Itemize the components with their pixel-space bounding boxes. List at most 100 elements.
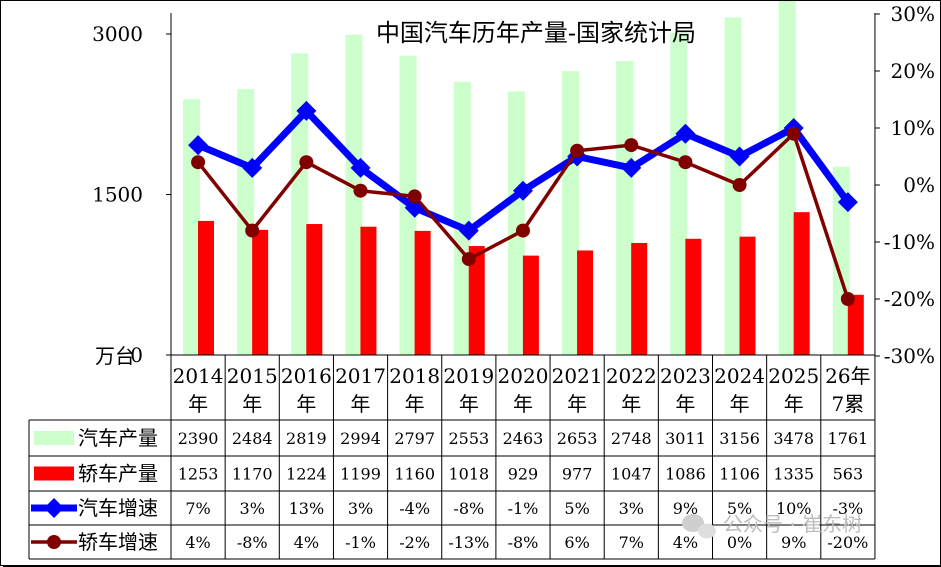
point-total-1 xyxy=(242,157,263,178)
bar-sedan-11 xyxy=(793,212,810,355)
legend-swatch-total-bar xyxy=(34,431,74,445)
bar-sedan-7 xyxy=(577,250,594,355)
x-tick-8-line1: 2022 xyxy=(606,364,657,388)
y-left-tick-1: 1500 xyxy=(92,183,143,207)
y-right-tick-4: -10% xyxy=(884,230,935,254)
table-cell-2-2: 13% xyxy=(289,499,325,518)
bar-sedan-9 xyxy=(685,238,702,355)
point-total-12 xyxy=(837,192,858,213)
bar-sedan-1 xyxy=(252,229,269,355)
x-tick-10-line1: 2024 xyxy=(714,364,765,388)
table-cell-3-9: 4% xyxy=(673,533,698,552)
point-total-6 xyxy=(512,180,533,201)
x-tick-7-line1: 2021 xyxy=(552,364,603,388)
table-cell-3-2: 4% xyxy=(294,533,319,552)
point-sedan-11 xyxy=(786,126,801,141)
point-total-2 xyxy=(296,100,317,121)
table-cell-1-7: 977 xyxy=(562,465,593,484)
table-cell-2-10: 5% xyxy=(727,499,752,518)
point-total-3 xyxy=(350,157,371,178)
point-total-10 xyxy=(729,146,750,167)
table-cell-2-0: 7% xyxy=(185,499,210,518)
bar-total-11 xyxy=(778,1,796,355)
table-cell-3-10: 0% xyxy=(727,533,752,552)
point-sedan-6 xyxy=(515,223,530,238)
legend-swatch-sedan-bar xyxy=(34,466,74,481)
table-cell-2-12: -3% xyxy=(832,499,863,518)
table-cell-1-2: 1224 xyxy=(286,465,327,484)
x-tick-2-line2: 年 xyxy=(296,392,316,416)
x-tick-1-line1: 2015 xyxy=(227,364,278,388)
table-cell-0-12: 1761 xyxy=(828,429,869,448)
bar-sedan-6 xyxy=(522,255,539,355)
table-cell-0-2: 2819 xyxy=(286,429,327,448)
point-sedan-3 xyxy=(353,183,368,198)
bar-total-5 xyxy=(453,81,471,355)
point-sedan-7 xyxy=(570,143,585,158)
table-cell-0-6: 2463 xyxy=(503,429,544,448)
wechat-icon xyxy=(682,514,716,539)
table-cell-0-9: 3011 xyxy=(665,429,706,448)
point-sedan-10 xyxy=(732,178,747,192)
chart-title: 中国汽车历年产量-国家统计局 xyxy=(376,19,696,47)
x-tick-11-line2: 年 xyxy=(784,392,804,416)
table-cell-2-3: 3% xyxy=(348,499,373,518)
point-total-0 xyxy=(188,135,209,156)
bar-sedan-5 xyxy=(468,246,485,355)
x-tick-4-line2: 年 xyxy=(405,392,425,416)
x-tick-9-line2: 年 xyxy=(675,392,695,416)
table-cell-2-4: -4% xyxy=(399,499,430,518)
legend-marker-total-line xyxy=(44,498,64,518)
bar-total-3 xyxy=(345,34,363,355)
x-tick-5-line2: 年 xyxy=(459,392,479,416)
point-sedan-9 xyxy=(678,155,693,170)
table-cell-3-0: 4% xyxy=(185,533,210,552)
point-sedan-1 xyxy=(245,223,260,238)
table-cell-1-9: 1086 xyxy=(665,465,706,484)
legend-label-sedan-bar: 轿车产量 xyxy=(78,462,158,486)
y-right-tick-2: 10% xyxy=(891,116,935,140)
point-sedan-12 xyxy=(840,292,855,306)
bar-total-7 xyxy=(562,71,580,355)
x-tick-9-line1: 2023 xyxy=(660,364,711,388)
table-cell-2-11: 10% xyxy=(776,499,812,518)
x-tick-2-line1: 2016 xyxy=(281,364,332,388)
table-cell-3-11: 9% xyxy=(781,533,806,552)
table-cell-0-7: 2653 xyxy=(557,429,598,448)
table-cell-1-1: 1170 xyxy=(232,465,273,484)
bar-sedan-10 xyxy=(739,236,756,355)
table-cell-0-4: 2797 xyxy=(394,429,435,448)
x-tick-3-line1: 2017 xyxy=(335,364,386,388)
table-cell-3-1: -8% xyxy=(237,533,268,552)
table-cell-0-10: 3156 xyxy=(719,429,760,448)
unit-label: 万台 xyxy=(95,344,135,368)
x-tick-8-line2: 年 xyxy=(621,392,641,416)
x-tick-1-line2: 年 xyxy=(242,392,262,416)
bar-sedan-12 xyxy=(847,294,864,355)
table-cell-2-7: 5% xyxy=(564,499,589,518)
y-left-tick-0: 3000 xyxy=(92,22,143,46)
legend-label-sedan-line: 轿车增速 xyxy=(78,530,158,554)
bar-total-12 xyxy=(832,166,850,355)
table-cell-1-11: 1335 xyxy=(773,465,814,484)
point-sedan-8 xyxy=(624,138,639,153)
y-right-tick-6: -30% xyxy=(884,344,935,368)
x-tick-12-line2: 7累 xyxy=(832,392,865,416)
table-cell-3-3: -1% xyxy=(345,533,376,552)
table-cell-1-8: 1047 xyxy=(611,465,652,484)
table-cell-0-0: 2390 xyxy=(178,429,219,448)
y-right-tick-1: 20% xyxy=(891,59,935,83)
x-tick-0-line2: 年 xyxy=(188,392,208,416)
x-tick-12-line1: 26年 xyxy=(825,364,870,388)
x-tick-11-line1: 2025 xyxy=(768,364,819,388)
table-cell-2-8: 3% xyxy=(619,499,644,518)
table-cell-2-5: -8% xyxy=(453,499,484,518)
point-total-8 xyxy=(621,157,642,178)
watermark: 公众号 · 崔东树 xyxy=(682,512,862,539)
y-left-tick-2: 0 xyxy=(130,343,143,367)
point-total-9 xyxy=(675,123,696,144)
bar-total-2 xyxy=(291,53,309,355)
bar-total-8 xyxy=(616,60,634,356)
point-sedan-5 xyxy=(461,252,476,267)
